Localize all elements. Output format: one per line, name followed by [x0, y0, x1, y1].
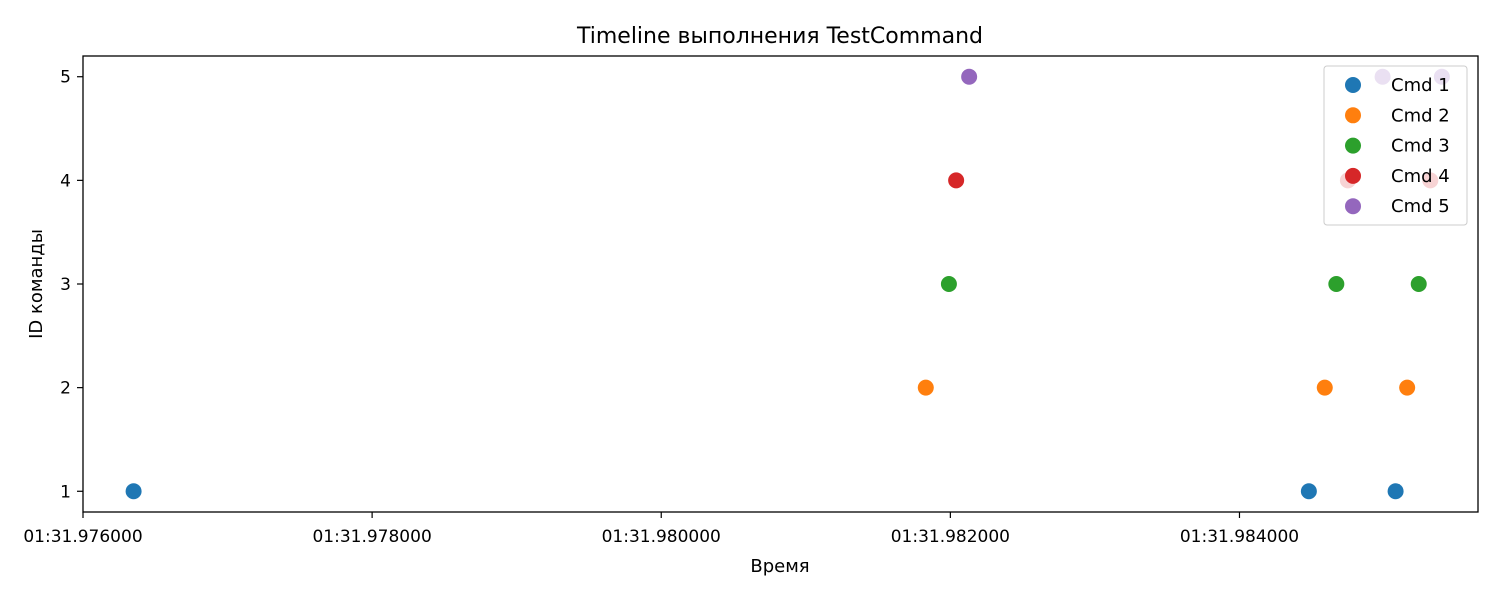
- y-tick-label: 5: [60, 68, 71, 88]
- x-tick-label: 01:31.976000: [23, 527, 142, 547]
- y-tick-label: 2: [60, 379, 71, 399]
- x-tick-label: 01:31.984000: [1180, 527, 1299, 547]
- data-point: [940, 276, 957, 292]
- plot-area-frame: [82, 55, 1479, 513]
- data-point: [125, 483, 142, 500]
- data-point: [1316, 379, 1333, 396]
- data-point: [1328, 276, 1345, 292]
- data-point: [1410, 276, 1427, 292]
- legend-label: Cmd 4: [1391, 166, 1450, 187]
- data-point: [1399, 379, 1416, 396]
- legend-label: Cmd 2: [1391, 105, 1450, 126]
- data-points: [125, 68, 1450, 500]
- x-tick-label: 01:31.982000: [891, 527, 1010, 547]
- y-tick-label: 3: [60, 275, 71, 295]
- axis-ticks: 01:31.976000 01:31.978000 01:31.980000 01:3…: [23, 68, 1299, 547]
- x-tick-label: 01:31.978000: [312, 527, 431, 547]
- legend-marker: [1345, 107, 1361, 124]
- legend-label: Cmd 3: [1391, 136, 1450, 157]
- legend-box: [1323, 65, 1468, 226]
- legend-marker: [1345, 167, 1361, 184]
- legend-label: Cmd 1: [1391, 75, 1450, 96]
- data-point: [1387, 483, 1404, 500]
- legend-marker: [1345, 77, 1361, 93]
- data-point: [948, 172, 965, 189]
- data-point: [917, 379, 934, 396]
- y-tick-label: 1: [60, 482, 71, 502]
- legend: Cmd 1 Cmd 2 Cmd 3 Cmd 4 Cmd 5: [1323, 65, 1468, 226]
- y-tick-label: 4: [60, 171, 71, 191]
- data-point: [1300, 483, 1317, 500]
- legend-label: Cmd 5: [1391, 196, 1450, 217]
- x-axis-label: Время: [750, 556, 809, 577]
- legend-marker: [1345, 198, 1361, 215]
- x-tick-label: 01:31.980000: [602, 527, 721, 547]
- y-axis-label: ID команды: [26, 229, 47, 339]
- chart-title: Timeline выполнения TestCommand: [576, 24, 983, 49]
- data-point: [961, 68, 978, 85]
- legend-marker: [1345, 137, 1361, 154]
